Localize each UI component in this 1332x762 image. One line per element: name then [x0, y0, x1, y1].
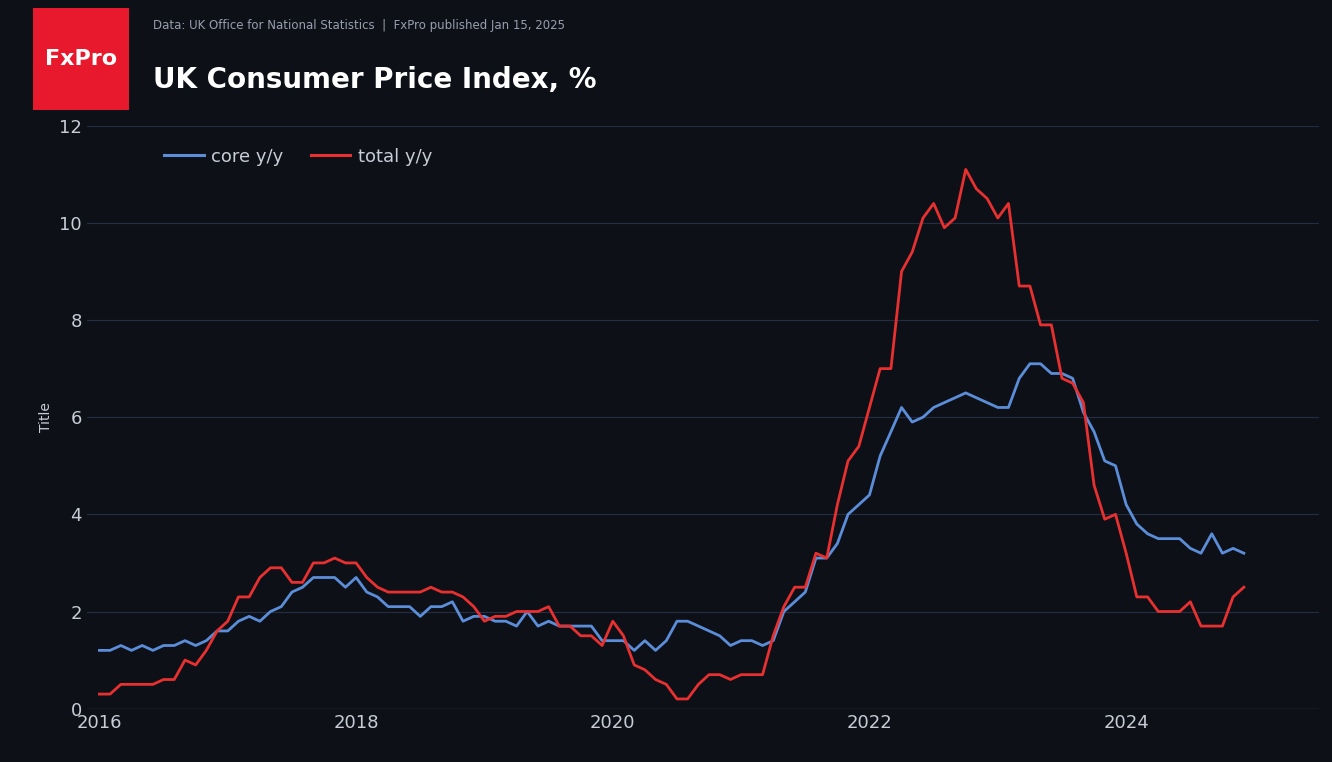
core y/y [1086, 427, 1102, 437]
Text: FxPro: FxPro [45, 49, 117, 69]
Line: total y/y: total y/y [100, 169, 1244, 699]
core y/y [1000, 403, 1016, 412]
core y/y [626, 646, 642, 655]
Legend: core y/y, total y/y: core y/y, total y/y [157, 140, 440, 173]
Bar [33, 8, 129, 110]
core y/y [1236, 549, 1252, 558]
core y/y [1225, 544, 1241, 553]
core y/y [273, 602, 289, 611]
total y/y [669, 694, 685, 703]
total y/y [92, 690, 108, 699]
Y-axis label: Title: Title [39, 402, 53, 432]
total y/y [958, 165, 974, 174]
core y/y [209, 626, 225, 636]
Text: UK Consumer Price Index, %: UK Consumer Price Index, % [153, 66, 597, 94]
total y/y [1236, 583, 1252, 592]
total y/y [1022, 281, 1038, 290]
core y/y [92, 646, 108, 655]
total y/y [1118, 549, 1134, 558]
core y/y [1022, 359, 1038, 368]
total y/y [1096, 514, 1112, 523]
Line: core y/y: core y/y [100, 363, 1244, 651]
total y/y [209, 626, 225, 636]
total y/y [273, 563, 289, 572]
total y/y [626, 661, 642, 670]
Text: Data: UK Office for National Statistics  |  FxPro published Jan 15, 2025: Data: UK Office for National Statistics … [153, 20, 565, 33]
